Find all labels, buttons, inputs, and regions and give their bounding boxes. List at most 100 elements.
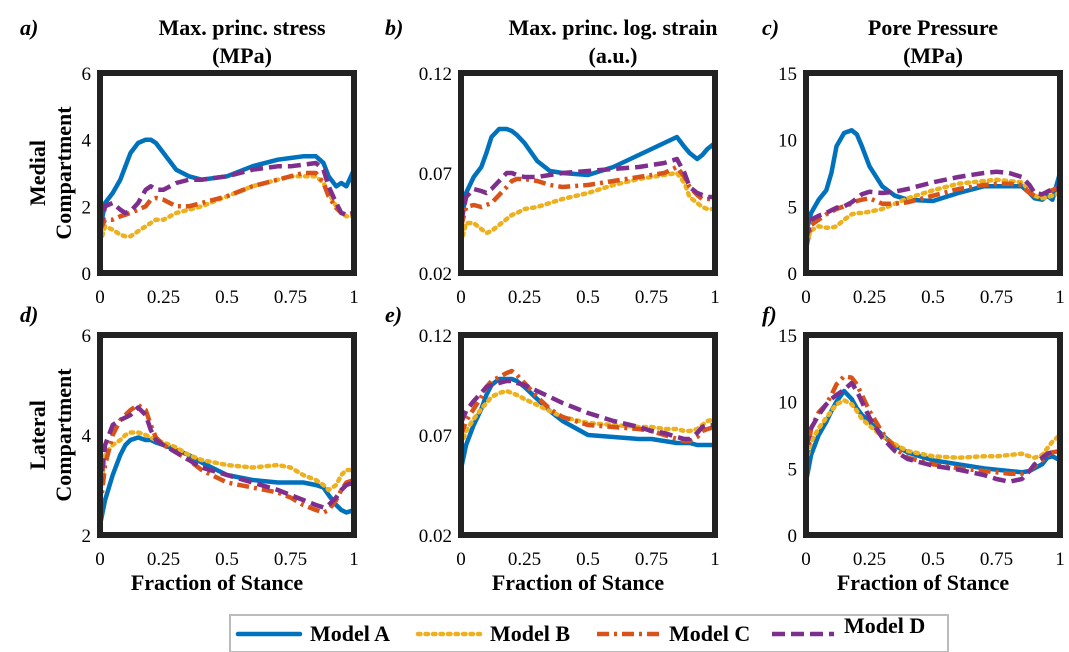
legend-box: [229, 614, 949, 652]
series-line-model-d: [100, 160, 354, 231]
x-axis-label: Fraction of Stance: [131, 570, 304, 595]
x-tick-label: 0: [801, 549, 811, 570]
y-tick-label: 15: [778, 64, 797, 85]
x-tick-label: 0.75: [274, 287, 307, 308]
panel-b: 0 0.25 0.5 0.75 1 0.02 0.07 0.12 b) Max. princ. l…: [385, 15, 720, 308]
series-line-model-d: [806, 380, 1060, 484]
y-tick-label: 0.02: [419, 264, 452, 285]
panel-a: 0 0.25 0.5 0.75 1 0 2 4 6 a) Max. princ. stress (MP…: [20, 15, 359, 308]
x-tick-label: 0: [95, 549, 105, 570]
series-group: [100, 402, 354, 528]
y-tick-label: 15: [778, 326, 797, 347]
axes-frame: [458, 70, 718, 276]
series-line-model-b: [100, 174, 354, 246]
panel-title: Pore Pressure (MPa): [868, 15, 998, 68]
row-labels: MedialCompartment LateralCompartment: [25, 106, 76, 502]
x-tick-label: 0: [95, 287, 105, 308]
legend-label: Model D: [844, 613, 925, 638]
y-tick-label: 0: [788, 526, 798, 547]
x-tick-label: 0.5: [576, 549, 600, 570]
axes-frame: [803, 70, 1063, 276]
legend-label: Model B: [490, 621, 570, 646]
panel-e: 0 0.25 0.5 0.75 1 0.02 0.07 0.12 e) Fraction of S…: [385, 302, 720, 595]
legend-label: Model C: [669, 621, 750, 646]
x-tick-label: 0: [456, 549, 466, 570]
series-line-model-b: [461, 388, 715, 448]
series-line-model-b: [100, 430, 354, 498]
x-tick-label: 0.25: [508, 287, 541, 308]
panel-letter: e): [385, 302, 402, 327]
panel-title: Max. princ. log. strain (a.u.): [509, 15, 718, 68]
panel-letter: d): [20, 302, 38, 327]
series-line-model-c: [806, 181, 1060, 250]
panel-title: Max. princ. stress (MPa): [158, 15, 325, 68]
y-tick-label: 6: [82, 64, 92, 85]
legend-label: Model A: [310, 621, 390, 646]
x-tick-label: 0.5: [921, 287, 945, 308]
y-tick-label: 4: [82, 426, 92, 447]
x-axis-label: Fraction of Stance: [492, 570, 665, 595]
x-tick-label: 0.25: [147, 549, 180, 570]
y-tick-label: 2: [82, 197, 92, 218]
y-tick-label: 0: [82, 264, 92, 285]
x-tick-label: 0.25: [147, 287, 180, 308]
x-tick-label: 0.75: [980, 287, 1013, 308]
series-group: [100, 137, 354, 246]
x-axis-label: Fraction of Stance: [837, 570, 1010, 595]
panel-d: 0 0.25 0.5 0.75 1 2 4 6 d) Fraction of Stance: [20, 302, 359, 595]
x-tick-label: 1: [1055, 549, 1065, 570]
series-group: [806, 128, 1060, 250]
x-tick-label: 0.25: [853, 549, 886, 570]
y-tick-label: 0.12: [419, 64, 452, 85]
y-tick-label: 5: [788, 197, 798, 218]
y-tick-label: 0.07: [419, 426, 452, 447]
series-line-model-a: [461, 126, 715, 226]
x-tick-label: 0.75: [635, 287, 668, 308]
row-label: MedialCompartment: [25, 106, 76, 240]
x-tick-label: 0.5: [215, 549, 239, 570]
y-tick-label: 4: [82, 131, 92, 152]
series-line-model-a: [806, 388, 1060, 484]
axes-frame: [97, 70, 357, 276]
series-line-model-b: [806, 177, 1060, 246]
y-tick-label: 2: [82, 526, 92, 547]
row-label: LateralCompartment: [25, 368, 76, 502]
x-tick-label: 1: [1055, 287, 1065, 308]
x-tick-label: 0: [801, 287, 811, 308]
series-group: [806, 374, 1060, 484]
x-tick-label: 0.5: [215, 287, 239, 308]
x-tick-label: 0.25: [853, 287, 886, 308]
series-line-model-d: [461, 378, 715, 442]
axes-frame: [458, 332, 718, 538]
x-tick-label: 0.25: [508, 549, 541, 570]
x-tick-label: 1: [710, 549, 720, 570]
y-tick-label: 0.02: [419, 526, 452, 547]
series-line-model-a: [100, 137, 354, 232]
panel-letter: b): [385, 15, 403, 40]
legend: Model A Model B Model C Model D: [229, 613, 949, 652]
x-tick-label: 1: [710, 287, 720, 308]
axes-frame: [803, 332, 1063, 538]
y-tick-label: 10: [778, 131, 797, 152]
y-tick-label: 0: [788, 264, 798, 285]
y-tick-label: 0.07: [419, 164, 452, 185]
x-tick-label: 1: [349, 549, 359, 570]
y-tick-label: 6: [82, 326, 92, 347]
series-group: [461, 126, 715, 246]
series-line-model-b: [461, 170, 715, 246]
x-tick-label: 0.75: [635, 549, 668, 570]
y-tick-label: 0.12: [419, 326, 452, 347]
series-line-model-c: [461, 164, 715, 228]
series-line-model-c: [100, 402, 354, 515]
y-tick-label: 5: [788, 459, 798, 480]
x-tick-label: 0.75: [980, 549, 1013, 570]
panel-letter: c): [762, 15, 779, 40]
series-line-model-b: [806, 398, 1060, 464]
x-tick-label: 0.5: [921, 549, 945, 570]
axes-frame: [97, 332, 357, 538]
x-tick-label: 0.75: [274, 549, 307, 570]
